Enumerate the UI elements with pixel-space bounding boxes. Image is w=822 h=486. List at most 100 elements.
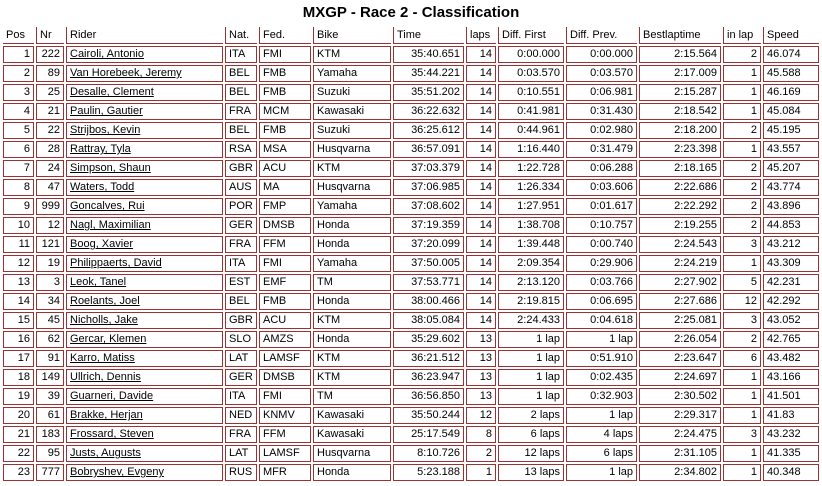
cell-laps: 14 (466, 274, 496, 291)
cell-laps: 8 (466, 426, 496, 443)
cell-diff_prev: 0:02.980 (566, 122, 637, 139)
cell-rider: Karro, Matiss (66, 350, 223, 367)
cell-speed: 42.292 (763, 293, 819, 310)
rider-link[interactable]: Bobryshev, Evgeny (70, 466, 164, 478)
cell-fed: LAMSF (259, 445, 311, 462)
cell-nr: 777 (36, 464, 64, 481)
cell-diff_first: 12 laps (498, 445, 564, 462)
cell-fed: MFR (259, 464, 311, 481)
cell-pos: 22 (3, 445, 34, 462)
cell-fed: MA (259, 179, 311, 196)
cell-bestlaptime: 2:34.802 (639, 464, 721, 481)
cell-pos: 23 (3, 464, 34, 481)
cell-diff_first: 0:10.551 (498, 84, 564, 101)
cell-diff_prev: 4 laps (566, 426, 637, 443)
rider-link[interactable]: Nagl, Maximilian (70, 219, 151, 231)
cell-speed: 43.774 (763, 179, 819, 196)
cell-time: 35:44.221 (393, 65, 464, 82)
cell-diff_first: 2 laps (498, 407, 564, 424)
cell-in_lap: 3 (723, 312, 761, 329)
cell-nr: 24 (36, 160, 64, 177)
table-row: 1 222 Cairoli, Antonio ITA FMI KTM 35:40.651 14… (3, 46, 819, 63)
cell-pos: 13 (3, 274, 34, 291)
rider-link[interactable]: Frossard, Steven (70, 428, 154, 440)
cell-bike: Suzuki (313, 122, 391, 139)
cell-in_lap: 1 (723, 369, 761, 386)
rider-link[interactable]: Ullrich, Dennis (70, 371, 141, 383)
rider-link[interactable]: Justs, Augusts (70, 447, 141, 459)
cell-nr: 12 (36, 217, 64, 234)
cell-nat: ITA (225, 46, 257, 63)
cell-in_lap: 2 (723, 198, 761, 215)
cell-fed: FMI (259, 388, 311, 405)
table-row: 15 45 Nicholls, Jake GBR ACU KTM 38:05.084 14 2:… (3, 312, 819, 329)
cell-nat: EST (225, 274, 257, 291)
cell-bike: TM (313, 274, 391, 291)
cell-pos: 4 (3, 103, 34, 120)
rider-link[interactable]: Leok, Tanel (70, 276, 127, 288)
rider-link[interactable]: Goncalves, Rui (70, 200, 145, 212)
rider-link[interactable]: Desalle, Clement (70, 86, 154, 98)
rider-link[interactable]: Cairoli, Antonio (70, 48, 144, 60)
cell-fed: FFM (259, 426, 311, 443)
cell-bike: Honda (313, 464, 391, 481)
rider-link[interactable]: Paulin, Gautier (70, 105, 143, 117)
cell-bestlaptime: 2:26.054 (639, 331, 721, 348)
cell-diff_first: 1 lap (498, 331, 564, 348)
cell-nr: 25 (36, 84, 64, 101)
table-row: 13 3 Leok, Tanel EST EMF TM 37:53.771 14 2:13.12… (3, 274, 819, 291)
col-header-diff_first: Diff. First (498, 27, 564, 44)
rider-link[interactable]: Rattray, Tyla (70, 143, 131, 155)
cell-bestlaptime: 2:23.647 (639, 350, 721, 367)
cell-speed: 41.501 (763, 388, 819, 405)
rider-link[interactable]: Karro, Matiss (70, 352, 135, 364)
cell-bike: KTM (313, 350, 391, 367)
rider-link[interactable]: Van Horebeek, Jeremy (70, 67, 182, 79)
cell-nr: 121 (36, 236, 64, 253)
rider-link[interactable]: Nicholls, Jake (70, 314, 138, 326)
rider-link[interactable]: Simpson, Shaun (70, 162, 151, 174)
cell-fed: EMF (259, 274, 311, 291)
rider-link[interactable]: Gercar, Klemen (70, 333, 147, 345)
table-row: 16 62 Gercar, Klemen SLO AMZS Honda 35:29.602 1… (3, 331, 819, 348)
cell-speed: 43.482 (763, 350, 819, 367)
rider-link[interactable]: Boog, Xavier (70, 238, 133, 250)
rider-link[interactable]: Guarneri, Davide (70, 390, 154, 402)
cell-speed: 43.166 (763, 369, 819, 386)
rider-link[interactable]: Philippaerts, David (70, 257, 162, 269)
cell-in_lap: 5 (723, 274, 761, 291)
cell-diff_first: 2:19.815 (498, 293, 564, 310)
rider-link[interactable]: Waters, Todd (70, 181, 135, 193)
cell-in_lap: 1 (723, 255, 761, 272)
cell-bike: Kawasaki (313, 103, 391, 120)
table-row: 11 121 Boog, Xavier FRA FFM Honda 37:20.099 14 1… (3, 236, 819, 253)
cell-diff_prev: 0:31.430 (566, 103, 637, 120)
cell-time: 36:25.612 (393, 122, 464, 139)
cell-rider: Simpson, Shaun (66, 160, 223, 177)
cell-rider: Cairoli, Antonio (66, 46, 223, 63)
rider-link[interactable]: Strijbos, Kevin (70, 124, 141, 136)
cell-rider: Rattray, Tyla (66, 141, 223, 158)
cell-diff_prev: 0:00.740 (566, 236, 637, 253)
cell-nat: ITA (225, 388, 257, 405)
rider-link[interactable]: Brakke, Herjan (70, 409, 143, 421)
cell-nat: NED (225, 407, 257, 424)
cell-time: 36:22.632 (393, 103, 464, 120)
table-row: 17 91 Karro, Matiss LAT LAMSF KTM 36:21.512 13 1… (3, 350, 819, 367)
cell-nat: RSA (225, 141, 257, 158)
cell-time: 37:50.005 (393, 255, 464, 272)
table-header: Pos Nr Rider Nat. Fed. Bike Time laps Diff. Firs… (3, 27, 819, 44)
cell-diff_first: 1:16.440 (498, 141, 564, 158)
cell-bestlaptime: 2:27.902 (639, 274, 721, 291)
cell-nr: 19 (36, 255, 64, 272)
cell-laps: 14 (466, 179, 496, 196)
cell-time: 8:10.726 (393, 445, 464, 462)
rider-link[interactable]: Roelants, Joel (70, 295, 140, 307)
cell-nr: 999 (36, 198, 64, 215)
cell-rider: Roelants, Joel (66, 293, 223, 310)
cell-speed: 42.765 (763, 331, 819, 348)
cell-speed: 41.335 (763, 445, 819, 462)
cell-laps: 14 (466, 217, 496, 234)
cell-fed: AMZS (259, 331, 311, 348)
cell-pos: 11 (3, 236, 34, 253)
